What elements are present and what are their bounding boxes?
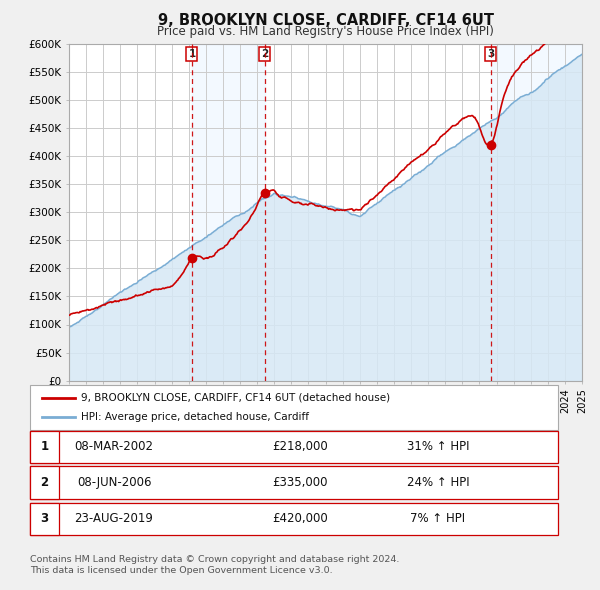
Bar	[192, 44, 265, 381]
Bar	[491, 44, 582, 381]
Text: 1: 1	[40, 440, 49, 454]
Text: 9, BROOKLYN CLOSE, CARDIFF, CF14 6UT (detached house): 9, BROOKLYN CLOSE, CARDIFF, CF14 6UT (de…	[81, 393, 390, 402]
Text: 9, BROOKLYN CLOSE, CARDIFF, CF14 6UT: 9, BROOKLYN CLOSE, CARDIFF, CF14 6UT	[157, 13, 493, 28]
Text: HPI: Average price, detached house, Cardiff: HPI: Average price, detached house, Card…	[81, 412, 309, 422]
Text: 2: 2	[40, 476, 49, 489]
Text: 24% ↑ HPI: 24% ↑ HPI	[407, 476, 469, 489]
Text: 3: 3	[487, 50, 494, 59]
Text: 23-AUG-2019: 23-AUG-2019	[74, 512, 154, 526]
Text: 08-JUN-2006: 08-JUN-2006	[77, 476, 151, 489]
Text: 7% ↑ HPI: 7% ↑ HPI	[410, 512, 466, 526]
Text: 31% ↑ HPI: 31% ↑ HPI	[407, 440, 469, 454]
Text: Price paid vs. HM Land Registry's House Price Index (HPI): Price paid vs. HM Land Registry's House …	[157, 25, 494, 38]
Text: £335,000: £335,000	[272, 476, 328, 489]
Text: 1: 1	[188, 50, 196, 59]
Text: 2: 2	[261, 50, 268, 59]
Text: Contains HM Land Registry data © Crown copyright and database right 2024.
This d: Contains HM Land Registry data © Crown c…	[30, 555, 400, 575]
Text: 3: 3	[40, 512, 49, 526]
Text: £218,000: £218,000	[272, 440, 328, 454]
Text: 08-MAR-2002: 08-MAR-2002	[74, 440, 154, 454]
Text: £420,000: £420,000	[272, 512, 328, 526]
